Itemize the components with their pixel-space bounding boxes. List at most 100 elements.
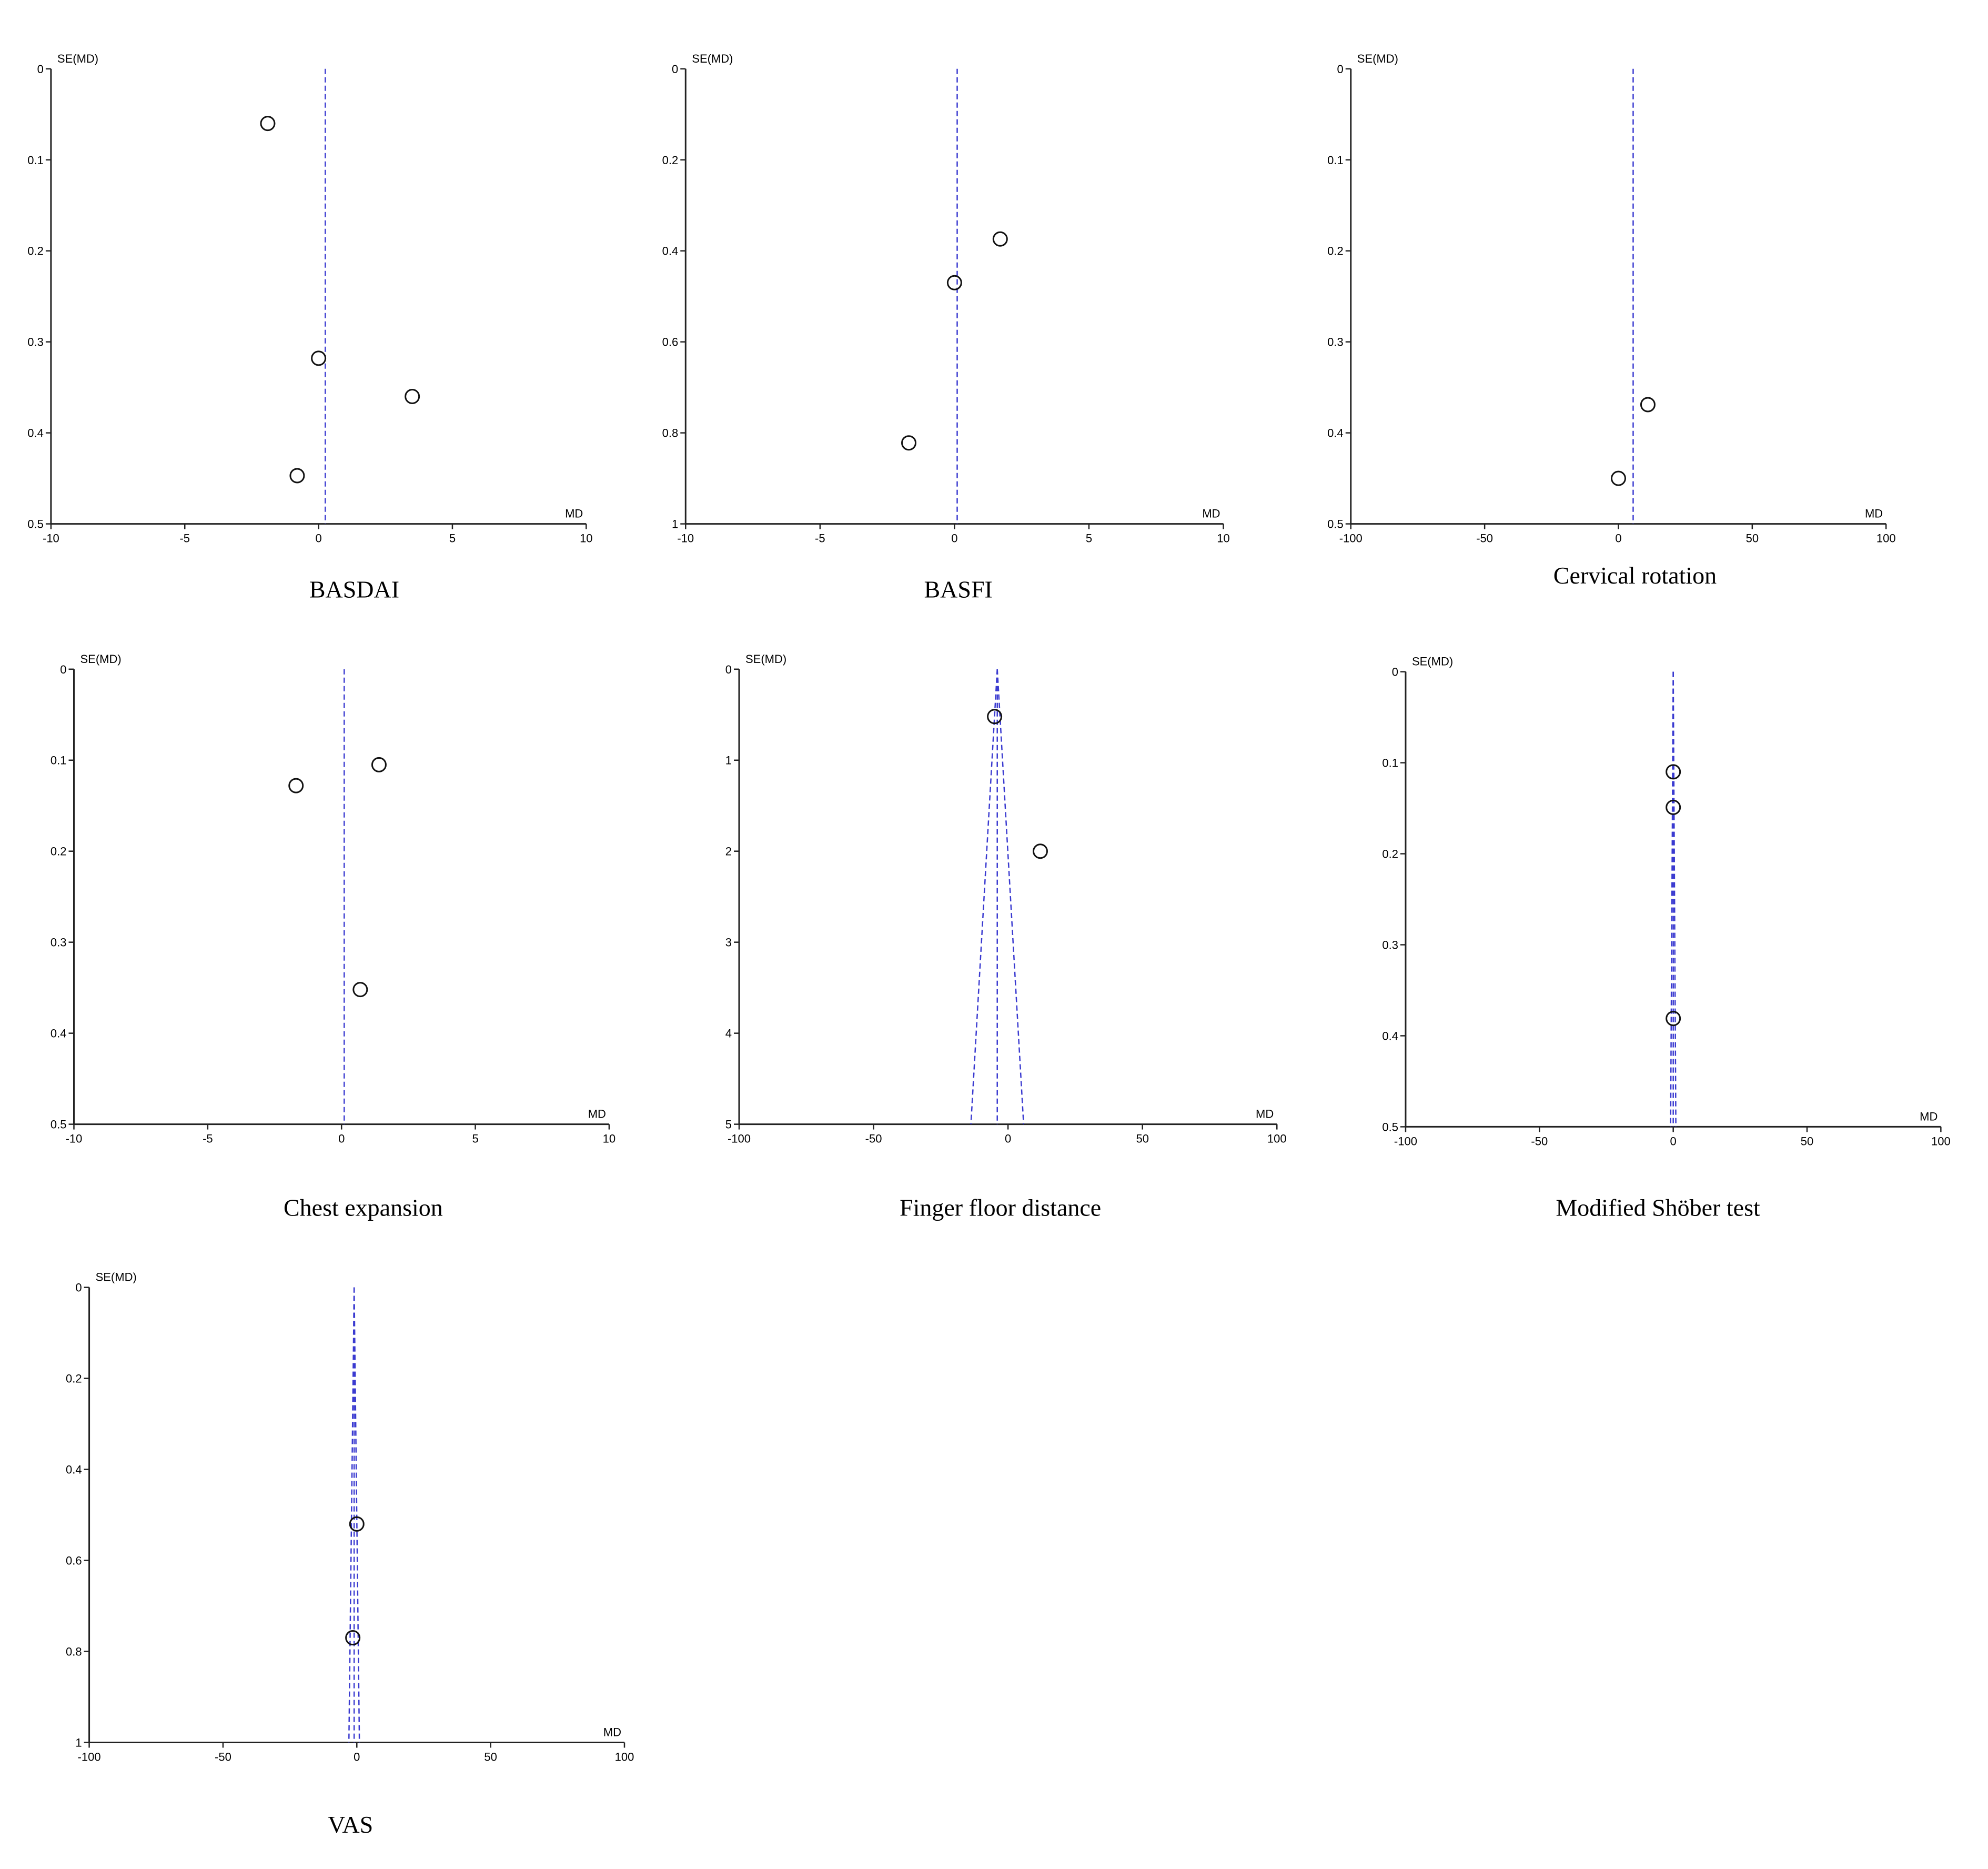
x-tick-label: 10 [603,1132,615,1145]
x-tick-label: 0 [1615,532,1621,545]
study-point [311,350,327,366]
y-tick-label: 1 [672,518,678,531]
y-tick-label: 0.1 [1327,154,1344,167]
y-tick-label: 0.1 [27,154,44,167]
study-point [992,231,1008,247]
panel-title: Cervical rotation [1553,562,1717,589]
y-tick-label: 0.3 [51,936,67,949]
x-tick-label: -10 [66,1132,83,1145]
y-tick-label: 2 [725,845,732,858]
y-tick-label: 4 [725,1027,732,1040]
x-tick-label: 50 [1136,1132,1148,1145]
panel-title: Finger floor distance [900,1194,1101,1221]
y-tick-label: 0 [672,63,678,76]
y-tick-label: 0.6 [66,1554,82,1567]
funnel-plot-panel-7: 0 0.2 0.4 0.6 0.8 1-100 -50 0 50 100 SE(MD) MD VAS [66,1271,634,1838]
x-axis-title: MD [588,1108,606,1121]
x-tick-label: 50 [1801,1134,1813,1148]
y-tick-label: 0.1 [1382,757,1398,770]
y-tick-label: 0.4 [27,427,44,440]
y-tick-label: 0.8 [662,427,679,440]
y-tick-label: 0.5 [1327,518,1344,531]
x-tick-label: 5 [472,1132,478,1145]
panel-title: BASDAI [309,576,399,603]
study-point [987,709,1003,725]
x-tick-label: 5 [449,532,456,545]
confidence-limit-line [996,669,1025,1124]
study-point [901,435,917,451]
y-tick-label: 0.2 [1327,245,1344,258]
study-point [1666,764,1681,780]
y-tick-label: 0.3 [1327,336,1344,349]
y-axis-title: SE(MD) [80,652,122,666]
funnel-plot-panel-4: 0 0.1 0.2 0.3 0.4 0.5-10 -5 0 5 10 SE(MD) MD Chest e… [51,652,615,1221]
x-tick-label: 0 [1005,1132,1011,1145]
y-tick-label: 0.4 [51,1027,67,1040]
study-point [1032,843,1048,859]
study-point [345,1630,361,1646]
y-tick-label: 0.5 [51,1118,67,1131]
y-axis-title: SE(MD) [1357,52,1398,65]
y-tick-label: 0.2 [1382,848,1398,861]
y-tick-label: 0.1 [51,754,67,767]
x-tick-label: 0 [338,1132,345,1145]
y-tick-label: 0.6 [662,336,679,349]
confidence-limit-line [1670,671,1674,1127]
study-point [946,275,962,290]
x-tick-label: 100 [1931,1134,1951,1148]
y-tick-label: 5 [725,1118,732,1131]
study-point [260,116,276,132]
y-tick-label: 3 [725,936,732,949]
x-tick-label: 10 [1217,532,1229,545]
x-tick-label: -50 [1476,532,1493,545]
funnel-plot-panel-3: 0 0.1 0.2 0.3 0.4 0.5-100 -50 0 50 100 SE(MD) MD Cer… [1327,52,1895,589]
x-tick-label: -5 [815,532,825,545]
panel-title: VAS [328,1811,373,1838]
y-tick-label: 0.2 [662,154,679,167]
x-tick-label: 100 [615,1750,634,1763]
x-tick-label: -100 [728,1132,751,1145]
study-point [288,778,304,793]
panel-title: Modified Shöber test [1556,1194,1760,1221]
y-tick-label: 0.3 [27,336,44,349]
y-tick-label: 0.4 [662,245,679,258]
y-axis-title: SE(MD) [1412,655,1453,668]
y-tick-label: 0 [1337,63,1344,76]
funnel-plot-panel-2: 0 0.2 0.4 0.6 0.8 1-10 -5 0 5 10 SE(MD) MD BASFI [662,52,1230,603]
x-tick-label: -10 [677,532,694,545]
y-tick-label: 0 [1392,666,1398,679]
y-tick-label: 0.4 [1327,427,1344,440]
x-axis-title: MD [1256,1108,1274,1121]
study-point [371,757,387,772]
x-axis-title: MD [565,507,583,520]
y-tick-label: 0 [60,663,66,676]
y-tick-label: 0.5 [27,518,44,531]
x-tick-label: -50 [1531,1134,1548,1148]
y-axis-title: SE(MD) [692,52,733,65]
x-tick-label: 0 [1670,1134,1677,1148]
y-axis-title: SE(MD) [57,52,98,65]
x-tick-label: 100 [1267,1132,1287,1145]
funnel-plot-panel-1: 0 0.1 0.2 0.3 0.4 0.5-10 -5 0 5 10 SE(MD) MD BASDAI [27,52,592,603]
y-tick-label: 1 [75,1736,82,1749]
x-tick-label: -50 [215,1750,231,1763]
study-point [1640,397,1656,413]
x-tick-label: 100 [1876,532,1896,545]
confidence-limit-line [1672,671,1677,1127]
study-point [1666,1011,1681,1027]
y-tick-label: 0.8 [66,1645,82,1659]
confidence-limit-line [353,1287,360,1743]
x-tick-label: -5 [179,532,190,545]
y-tick-label: 0.5 [1382,1120,1398,1133]
funnel-plot-panel-5: 0 1 2 3 4 5-100 -50 0 50 100 SE(MD) MD Finger floor … [725,652,1287,1221]
y-tick-label: 0 [37,63,44,76]
study-point [405,388,420,404]
y-axis-title: SE(MD) [745,652,786,666]
y-tick-label: 1 [725,754,732,767]
x-tick-label: -50 [865,1132,882,1145]
study-point [1666,799,1681,815]
y-tick-label: 0.4 [1382,1029,1398,1042]
x-tick-label: 0 [315,532,321,545]
y-tick-label: 0 [725,663,732,676]
